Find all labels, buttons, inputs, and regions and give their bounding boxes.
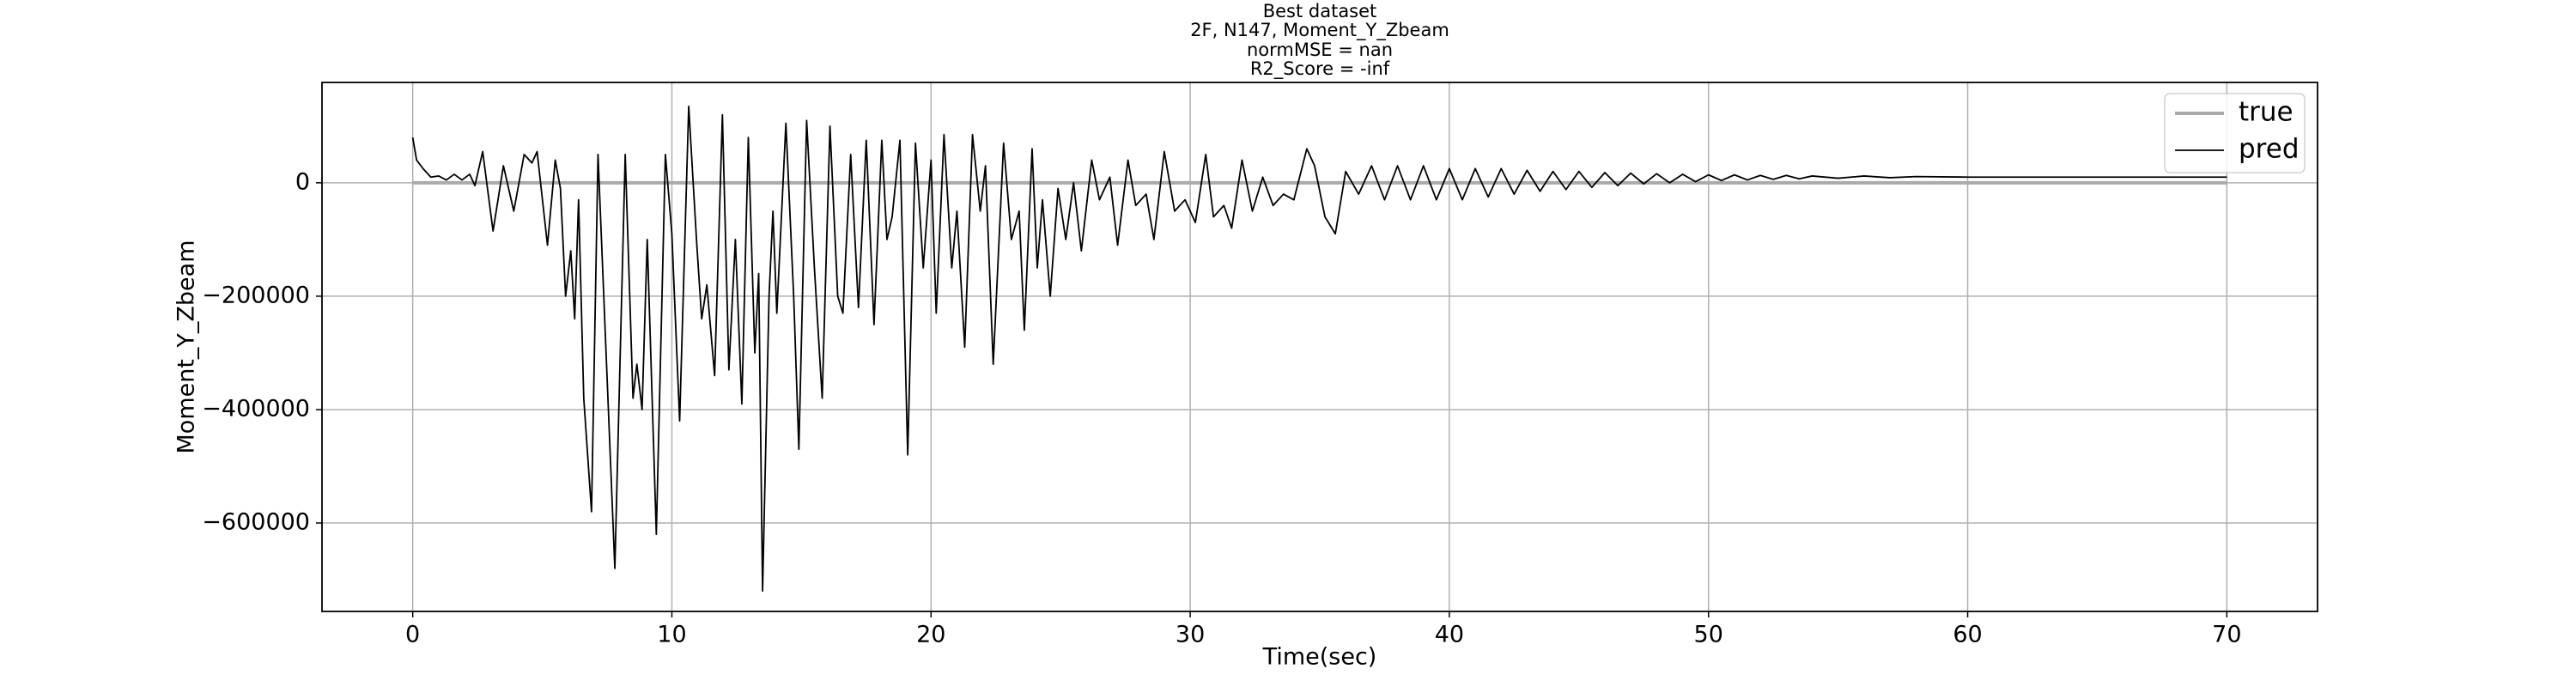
- y-tick-label: −200000: [202, 282, 310, 308]
- y-tick-label: −600000: [202, 509, 310, 536]
- legend-label: true: [2239, 97, 2293, 128]
- y-tick-label: −400000: [202, 395, 310, 422]
- x-tick-label: 60: [1953, 622, 1982, 648]
- legend: true pred: [2164, 93, 2306, 173]
- series-line: [411, 105, 2227, 593]
- x-tick-label: 30: [1176, 622, 1205, 648]
- x-tick-label: 20: [916, 622, 945, 648]
- chart-title: R2_Score = -inf: [1250, 58, 1390, 80]
- chart-title: Best dataset: [1263, 1, 1377, 21]
- plot-frame: [321, 82, 2318, 612]
- x-tick-label: 70: [2212, 622, 2241, 648]
- y-axis-label: Moment_Y_Zbeam: [173, 240, 200, 453]
- legend-label: pred: [2239, 134, 2300, 165]
- x-tick-label: 40: [1435, 622, 1464, 648]
- x-tick-label: 0: [405, 622, 420, 648]
- chart-title: 2F, N147, Moment_Y_Zbeam: [1190, 20, 1449, 41]
- x-tick-label: 50: [1694, 622, 1723, 648]
- x-axis-label: Time(sec): [1262, 644, 1377, 671]
- chart-title: normMSE = nan: [1247, 40, 1393, 60]
- x-tick-label: 10: [657, 622, 686, 648]
- y-tick-label: 0: [295, 168, 310, 195]
